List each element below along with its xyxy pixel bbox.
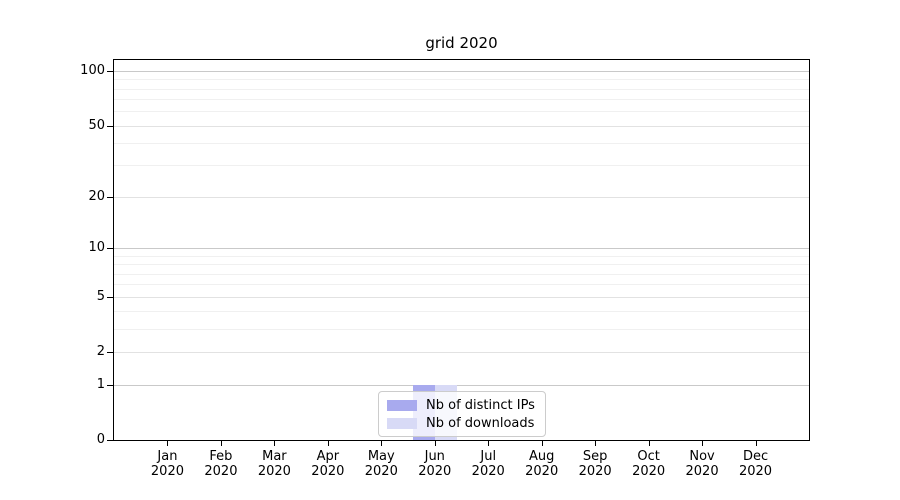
x-tick-label: Feb 2020 [189,449,253,479]
y-tick [107,440,113,441]
y-tick [107,296,113,298]
gridline-minor [114,143,809,145]
legend: Nb of distinct IPs Nb of downloads [378,391,546,437]
y-tick-label: 10 [88,240,105,256]
x-tick-label: Mar 2020 [242,449,306,479]
x-tick-month: Aug [528,449,555,464]
x-tick-label: May 2020 [349,449,413,479]
x-tick-year: 2020 [150,463,184,479]
gridline-major [114,384,809,386]
x-tick [595,441,597,446]
x-tick-month: Apr [316,449,340,464]
x-tick [648,441,650,446]
chart-title: grid 2020 [425,34,498,52]
x-tick-month: Oct [637,449,660,464]
x-tick-label: Jan 2020 [135,449,199,479]
gridline-minor [114,273,809,275]
legend-item: Nb of downloads [387,416,537,431]
gridline-minor [114,264,809,266]
x-tick-year: 2020 [364,463,398,479]
x-tick-label: Nov 2020 [670,449,734,479]
gridline-minor [114,255,809,257]
x-tick [488,441,490,446]
gridline-mid [114,125,809,127]
x-tick [381,441,383,446]
x-tick-year: 2020 [204,463,238,479]
x-tick-month: Dec [742,449,769,464]
gridline-minor [114,165,809,167]
gridline-minor [114,99,809,101]
gridline-minor [114,88,809,90]
gridline-minor [114,284,809,286]
x-tick-month: May [367,449,395,464]
x-tick-year: 2020 [578,463,612,479]
x-tick-month: Nov [689,449,715,464]
x-tick-label: Apr 2020 [296,449,360,479]
gridline-major [114,248,809,250]
gridline-mid [114,296,809,298]
y-tick-label: 50 [88,117,105,133]
x-tick [541,441,543,446]
y-tick [107,196,113,198]
y-tick [107,352,113,354]
x-tick [327,441,329,446]
x-tick-year: 2020 [738,463,773,479]
legend-swatch-distinct-ips [387,399,417,411]
gridline-minor [114,79,809,81]
gridline-minor [114,311,809,313]
x-tick-label: Jun 2020 [403,449,467,479]
x-tick [702,441,704,446]
y-tick [107,125,113,127]
x-tick-month: Feb [209,449,233,464]
x-tick-month: Jan [157,449,178,464]
gridline-major [114,71,809,73]
x-tick [755,441,757,446]
gridline-mid [114,196,809,198]
legend-item-label: Nb of downloads [426,415,535,431]
y-tick [107,71,113,73]
gridline-minor [114,329,809,331]
y-tick-label: 5 [96,288,105,304]
x-tick [167,441,169,446]
legend-item-label: Nb of distinct IPs [426,397,535,413]
x-tick-month: Mar [262,449,287,464]
x-tick-year: 2020 [418,463,452,479]
y-tick-label: 0 [96,432,105,447]
x-tick-year: 2020 [471,463,505,479]
x-tick-year: 2020 [632,463,666,479]
x-tick-year: 2020 [257,463,291,479]
x-tick [274,441,276,446]
legend-swatch-downloads [387,417,417,429]
legend-item: Nb of distinct IPs [387,398,537,413]
y-tick-label: 2 [96,344,105,360]
x-tick-year: 2020 [311,463,345,479]
x-tick-label: Sep 2020 [563,449,627,479]
gridline-minor [114,111,809,113]
x-tick-year: 2020 [685,463,719,479]
y-tick [107,384,113,386]
x-tick-label: Jul 2020 [456,449,520,479]
y-tick-label: 1 [96,376,105,392]
x-tick [220,441,222,446]
plot-area [113,59,810,441]
y-tick [107,248,113,250]
x-tick-label: Dec 2020 [724,449,788,479]
y-tick-label: 100 [80,63,105,79]
x-tick-month: Jun [424,449,445,464]
gridline-mid [114,352,809,354]
x-tick-label: Oct 2020 [617,449,681,479]
x-tick-label: Aug 2020 [510,449,574,479]
x-tick [434,441,436,446]
x-tick-year: 2020 [525,463,559,479]
x-tick-month: Jul [480,449,497,464]
x-tick-month: Sep [582,449,608,464]
y-tick-label: 20 [88,188,105,204]
